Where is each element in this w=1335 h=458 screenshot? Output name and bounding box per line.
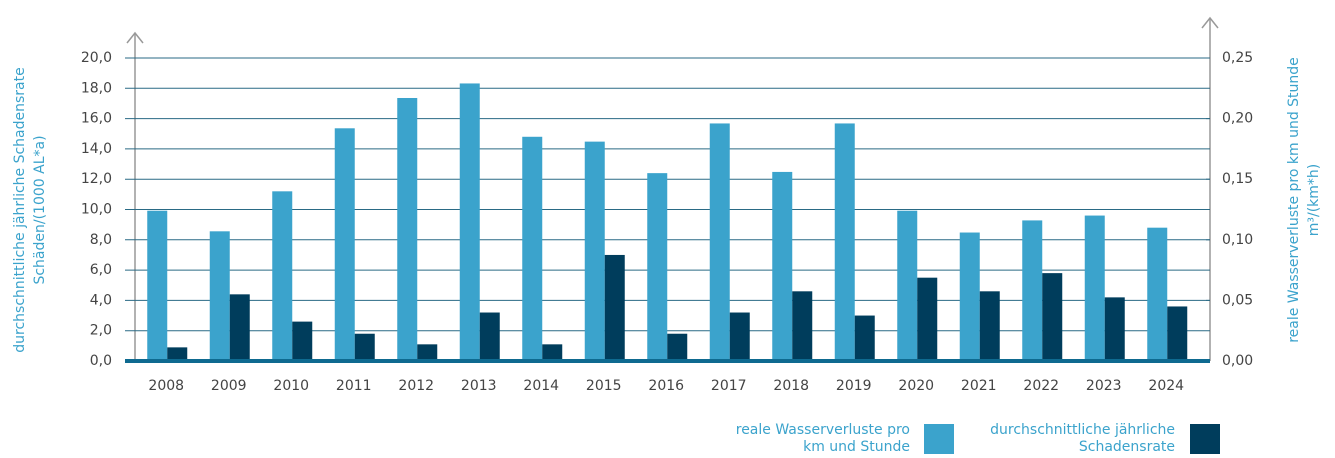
x-tick-label: 2020: [898, 378, 934, 394]
x-tick-label: 2009: [211, 378, 247, 394]
bar: [522, 136, 543, 361]
y-tick-label: 12,0: [81, 171, 112, 187]
legend-label: durchschnittliche jährliche Schadensrate: [990, 422, 1175, 455]
y-tick-label: 18,0: [81, 80, 112, 96]
bar: [292, 321, 313, 361]
y-tick-label: 10,0: [81, 202, 112, 218]
bar: [147, 210, 168, 361]
plot: 0,0 2,0 4,0 6,0 8,0 10,0 12,0 14,0 16,0 18,0 20,0 0…: [81, 50, 1253, 394]
bar: [959, 232, 980, 361]
y-axis-title: durchschnittliche jährliche Schadensrate: [12, 67, 28, 352]
y-tick-label: 2,0: [90, 323, 112, 339]
bar: [459, 83, 480, 362]
y-tick-label: 6,0: [90, 262, 112, 278]
x-tick-label: 2012: [398, 378, 434, 394]
y2-tick-label: 0,15: [1222, 171, 1253, 187]
bar: [334, 128, 355, 361]
bar: [1167, 306, 1188, 361]
bar: [229, 294, 250, 361]
bar: [417, 344, 438, 361]
y-tick-label: 8,0: [90, 232, 112, 248]
y-axis-title: Schäden/(1000 AL*a): [32, 135, 48, 284]
bar: [584, 141, 605, 361]
bar: [647, 173, 668, 361]
y2-tick-label: 0,10: [1222, 232, 1253, 248]
bar: [1147, 227, 1168, 361]
y-tick-label: 0,0: [90, 353, 112, 369]
bar: [854, 315, 875, 361]
bar: [1084, 215, 1105, 361]
bar: [729, 312, 750, 361]
x-tick-label: 2021: [961, 378, 997, 394]
y2-axis-title: reale Wasserverluste pro km und Stunde: [1286, 57, 1302, 343]
bar: [897, 210, 918, 361]
y2-tick-label: 0,25: [1222, 50, 1253, 66]
y-tick-label: 4,0: [90, 292, 112, 308]
x-tick-label: 2023: [1086, 378, 1122, 394]
axis-arrow: [1201, 16, 1219, 29]
x-tick-label: 2010: [273, 378, 309, 394]
bar: [272, 191, 293, 361]
bar: [1042, 273, 1063, 361]
bar: [917, 277, 938, 361]
legend-label: reale Wasserverluste pro km und Stunde: [735, 422, 910, 455]
bar: [1104, 297, 1125, 361]
y-tick-label: 14,0: [81, 141, 112, 157]
bar: [167, 347, 188, 361]
x-tick-label: 2024: [1148, 378, 1184, 394]
x-tick-label: 2022: [1023, 378, 1059, 394]
bar: [542, 344, 563, 361]
x-tick-label: 2015: [586, 378, 622, 394]
x-tick-label: 2018: [773, 378, 809, 394]
legend-swatch: [924, 424, 954, 454]
bar: [1022, 220, 1043, 361]
bar: [354, 333, 375, 361]
legend-swatch: [1190, 424, 1220, 454]
bar: [479, 312, 500, 361]
bar: [209, 231, 230, 361]
y-tick-label: 16,0: [81, 111, 112, 127]
bar: [792, 291, 813, 361]
x-tick-label: 2013: [461, 378, 497, 394]
x-tick-label: 2016: [648, 378, 684, 394]
x-tick-label: 2019: [836, 378, 872, 394]
bar: [834, 123, 855, 361]
bar: [979, 291, 1000, 361]
bar: [667, 333, 688, 361]
x-tick-label: 2017: [711, 378, 747, 394]
x-tick-label: 2014: [523, 378, 559, 394]
y-tick-label: 20,0: [81, 50, 112, 66]
y2-tick-label: 0,20: [1222, 111, 1253, 127]
bar: [709, 123, 730, 361]
y2-axis-title: m³/(km*h): [1306, 164, 1322, 237]
y2-tick-label: 0,05: [1222, 292, 1253, 308]
bar: [397, 97, 418, 361]
x-tick-label: 2011: [336, 378, 372, 394]
bar: [772, 171, 793, 361]
y2-tick-label: 0,00: [1222, 353, 1253, 369]
axis-arrow: [126, 31, 144, 44]
bar: [604, 254, 625, 361]
x-tick-label: 2008: [148, 378, 184, 394]
